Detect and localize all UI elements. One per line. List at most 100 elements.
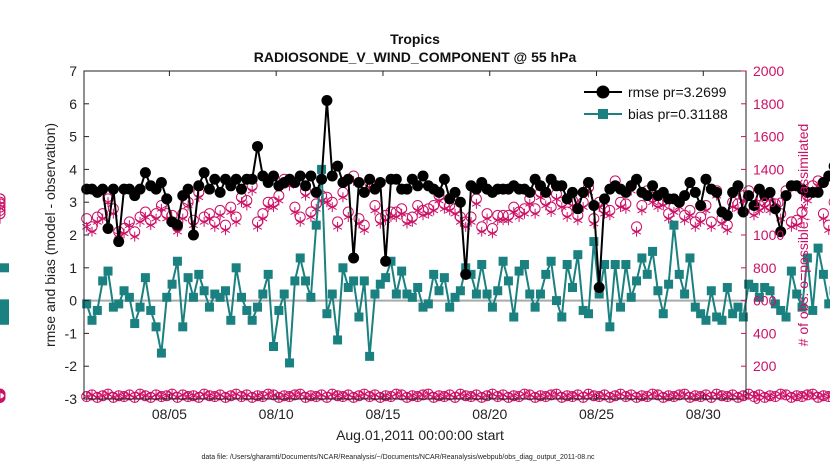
assimilated-obs-point-stroke bbox=[322, 199, 332, 206]
assimilated-obs-point bbox=[541, 200, 551, 211]
assimilated-obs-low-point bbox=[498, 389, 508, 400]
rmse-point bbox=[342, 173, 354, 185]
assimilated-obs-point-stroke bbox=[818, 215, 828, 222]
bias-point bbox=[818, 269, 828, 279]
assimilated-obs-point bbox=[300, 190, 311, 201]
assimilated-obs-point bbox=[482, 213, 492, 224]
assimilated-obs-low-point bbox=[87, 389, 97, 400]
assimilated-obs-point-stroke bbox=[471, 200, 481, 207]
bias-point bbox=[792, 289, 802, 299]
bias-point bbox=[498, 256, 508, 266]
rmse-point bbox=[155, 177, 167, 189]
assimilated-obs-point-stroke bbox=[551, 195, 562, 202]
assimilated-obs-low-point bbox=[466, 391, 476, 402]
rmse-point bbox=[321, 95, 333, 107]
possible-obs-point bbox=[828, 198, 830, 206]
rmse-point bbox=[182, 183, 194, 195]
assimilated-obs-point bbox=[258, 213, 268, 224]
rmse-point bbox=[380, 255, 392, 267]
y2-tick-label: 1800 bbox=[753, 96, 784, 112]
assimilated-obs-low-point-stroke bbox=[712, 391, 722, 398]
assimilated-obs-point bbox=[290, 207, 300, 218]
bias-point bbox=[514, 266, 524, 276]
assimilated-obs-point bbox=[130, 231, 140, 242]
assimilated-obs-low-point-stroke bbox=[87, 391, 97, 398]
assimilated-obs-point-stroke bbox=[786, 223, 796, 230]
assimilated-obs-low-point-stroke bbox=[749, 393, 759, 400]
assimilated-obs-low-point-stroke bbox=[343, 391, 353, 398]
rmse-point bbox=[246, 173, 258, 185]
assimilated-obs-point-stroke bbox=[204, 215, 215, 222]
assimilated-obs-point-stroke bbox=[525, 200, 535, 207]
assimilated-obs-point bbox=[786, 221, 796, 232]
rmse-point bbox=[684, 177, 696, 189]
bias-point bbox=[135, 302, 145, 312]
bias-point bbox=[140, 273, 150, 283]
bias-point bbox=[247, 315, 257, 325]
assimilated-obs-point bbox=[471, 198, 481, 209]
bias-point bbox=[664, 279, 674, 289]
assimilated-obs-low-point-stroke bbox=[583, 391, 594, 398]
assimilated-obs-point bbox=[322, 197, 332, 208]
assimilated-obs-point-stroke bbox=[98, 215, 108, 222]
bias-point bbox=[402, 289, 412, 299]
assimilated-obs-low-point-stroke bbox=[824, 393, 830, 398]
bias-point bbox=[413, 282, 423, 292]
assimilated-obs-low-point bbox=[615, 389, 626, 400]
chart-title: Tropics bbox=[390, 31, 440, 47]
bias-point bbox=[562, 260, 572, 270]
bias-point bbox=[370, 289, 380, 299]
bias-point bbox=[471, 289, 481, 299]
assimilated-obs-low-point-stroke bbox=[567, 393, 578, 400]
assimilated-obs-point-stroke bbox=[477, 228, 487, 235]
rmse-point bbox=[353, 177, 365, 189]
axes-layer: 08/05 08/10 08/15 08/20 08/25 08/30 -3 -2 -1 0 1 2 3… bbox=[65, 63, 785, 422]
assimilated-obs-point-stroke bbox=[535, 194, 546, 201]
assimilated-obs-low-point bbox=[284, 391, 295, 402]
assimilated-obs-low-point-stroke bbox=[156, 393, 166, 400]
assimilated-obs-low-point-stroke bbox=[610, 392, 620, 399]
bias-point bbox=[450, 292, 460, 302]
y2-tick-label: 200 bbox=[753, 358, 777, 374]
bias-point bbox=[573, 250, 583, 260]
assimilated-obs-low-point-stroke bbox=[236, 393, 247, 400]
assimilated-obs-low-point bbox=[338, 391, 348, 402]
bias-point bbox=[306, 292, 316, 302]
assimilated-obs-low-point-stroke bbox=[135, 391, 145, 398]
assimilated-obs-low-point-stroke bbox=[445, 391, 455, 398]
bias-point bbox=[429, 269, 439, 279]
assimilated-obs-point-stroke bbox=[199, 218, 209, 225]
assimilated-obs-point-stroke bbox=[653, 204, 663, 211]
assimilated-obs-low-point-stroke bbox=[397, 391, 407, 398]
x-tick-label: 08/05 bbox=[152, 406, 187, 422]
bias-point bbox=[781, 312, 791, 322]
bias-point bbox=[103, 266, 113, 276]
bias-point bbox=[728, 309, 738, 319]
assimilated-obs-point-stroke bbox=[722, 227, 732, 234]
assimilated-obs-low-point bbox=[413, 391, 423, 402]
rmse-point bbox=[599, 193, 611, 205]
bias-point bbox=[242, 305, 252, 315]
assimilated-obs-point bbox=[557, 202, 567, 213]
bias-point bbox=[535, 289, 545, 299]
assimilated-obs-low-point bbox=[135, 389, 145, 400]
assimilated-obs-point bbox=[669, 207, 679, 218]
bias-point bbox=[455, 286, 465, 296]
assimilated-obs-low-point bbox=[712, 389, 722, 400]
assimilated-obs-low-point bbox=[567, 391, 578, 402]
assimilated-obs-point-stroke bbox=[119, 230, 129, 237]
assimilated-obs-low-point-stroke bbox=[140, 392, 150, 399]
x-tick-label: 08/30 bbox=[686, 406, 721, 422]
bias-point bbox=[621, 260, 631, 270]
assimilated-obs-point-stroke bbox=[509, 209, 519, 215]
rmse-point bbox=[161, 193, 173, 205]
assimilated-obs-point-stroke bbox=[226, 209, 236, 215]
assimilated-obs-point-stroke bbox=[124, 222, 134, 229]
assimilated-obs-low-point bbox=[327, 389, 337, 400]
assimilated-obs-point bbox=[274, 195, 284, 206]
assimilated-obs-low-point bbox=[669, 391, 679, 402]
legend-rmse-marker bbox=[596, 85, 610, 99]
bias-point bbox=[285, 358, 295, 368]
assimilated-obs-point-stroke bbox=[87, 228, 97, 235]
